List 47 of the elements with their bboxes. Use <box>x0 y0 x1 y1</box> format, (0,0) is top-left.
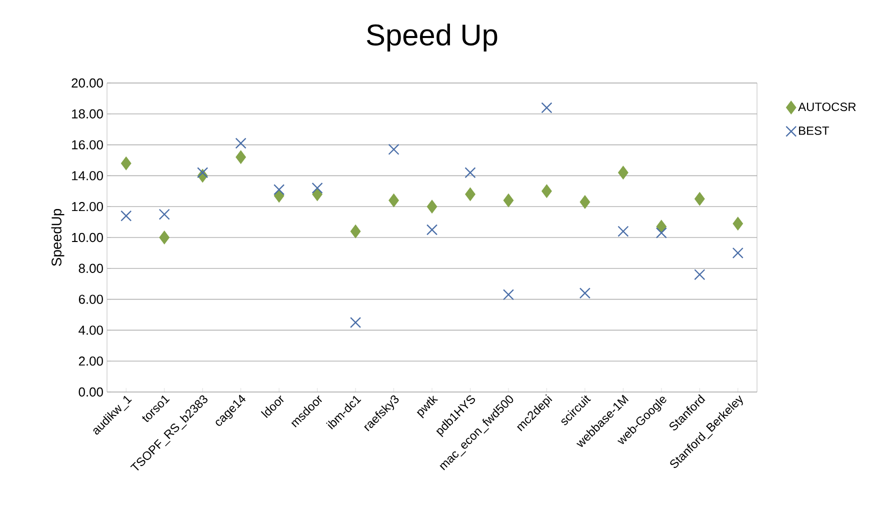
y-tick-label: 10.00 <box>72 232 103 242</box>
y-tick-label: 20.00 <box>72 78 103 88</box>
point <box>694 269 706 280</box>
point <box>694 192 705 206</box>
point <box>656 220 667 234</box>
y-tick-label: 12.00 <box>72 202 103 212</box>
point <box>656 227 667 238</box>
point <box>465 188 476 201</box>
y-tick-label: 18.00 <box>72 109 103 118</box>
y-axis-title: SpeedUp <box>51 209 64 266</box>
point <box>618 226 629 237</box>
point <box>350 224 361 238</box>
point <box>541 102 552 114</box>
y-tick-label: 4.00 <box>78 326 103 335</box>
point <box>732 216 743 230</box>
point <box>236 150 246 164</box>
point <box>580 195 590 209</box>
point <box>197 167 208 178</box>
legend-label: AUTOCSR <box>798 102 856 112</box>
y-tick-label: 16.00 <box>72 140 103 150</box>
chart-title: Speed Up <box>366 24 498 52</box>
point <box>618 166 628 180</box>
y-tick-label: 0.00 <box>78 387 103 397</box>
point <box>120 210 132 222</box>
point <box>426 200 438 214</box>
point <box>732 247 744 258</box>
point <box>388 194 399 208</box>
point <box>388 144 400 155</box>
point <box>426 224 438 236</box>
point <box>274 184 285 196</box>
point <box>579 288 590 299</box>
point <box>159 230 170 244</box>
point <box>542 184 552 198</box>
point <box>235 138 246 149</box>
point <box>121 156 132 170</box>
y-tick-label: 2.00 <box>78 356 103 366</box>
point <box>158 208 170 220</box>
y-tick-label: 14.00 <box>72 171 103 180</box>
point <box>502 289 514 300</box>
point <box>274 189 284 202</box>
y-tick-label: 6.00 <box>78 294 103 304</box>
legend-label: BEST <box>799 126 830 135</box>
point <box>312 182 323 194</box>
point <box>464 167 476 178</box>
point <box>350 316 362 328</box>
y-tick-label: 8.00 <box>78 264 103 273</box>
point <box>503 194 514 208</box>
